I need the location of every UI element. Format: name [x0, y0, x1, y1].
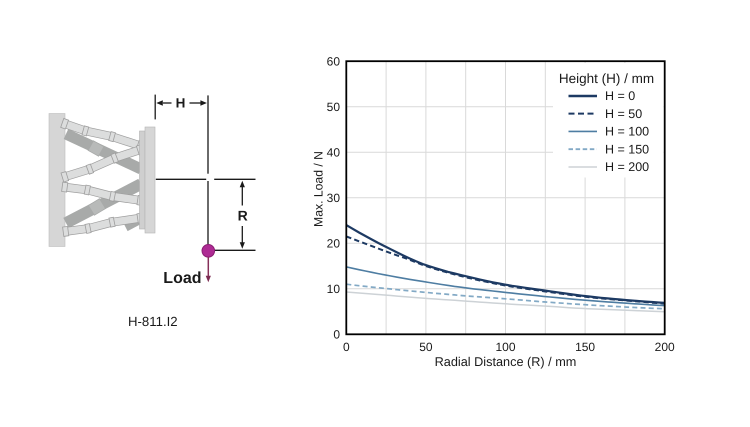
svg-text:20: 20: [327, 237, 341, 251]
svg-text:0: 0: [343, 340, 350, 354]
svg-text:H = 0: H = 0: [605, 89, 635, 103]
svg-text:150: 150: [575, 340, 595, 354]
svg-text:H = 100: H = 100: [605, 125, 649, 139]
svg-text:40: 40: [327, 145, 341, 159]
svg-text:Height (H) / mm: Height (H) / mm: [559, 71, 654, 86]
svg-text:60: 60: [327, 54, 341, 68]
svg-text:H = 50: H = 50: [605, 107, 642, 121]
svg-text:H-811.I2: H-811.I2: [128, 314, 178, 329]
svg-text:Radial Distance (R) / mm: Radial Distance (R) / mm: [435, 355, 577, 369]
svg-text:Max. Load / N: Max. Load / N: [312, 151, 326, 227]
svg-text:50: 50: [419, 340, 433, 354]
svg-text:H: H: [176, 96, 186, 111]
svg-text:10: 10: [327, 282, 341, 296]
svg-text:30: 30: [327, 191, 341, 205]
svg-text:100: 100: [495, 340, 515, 354]
svg-text:50: 50: [327, 100, 341, 114]
svg-text:H = 150: H = 150: [605, 142, 649, 156]
svg-text:Load: Load: [163, 270, 201, 287]
svg-text:R: R: [238, 208, 248, 224]
svg-text:200: 200: [655, 340, 675, 354]
svg-text:H = 200: H = 200: [605, 160, 649, 174]
svg-text:0: 0: [333, 328, 340, 342]
